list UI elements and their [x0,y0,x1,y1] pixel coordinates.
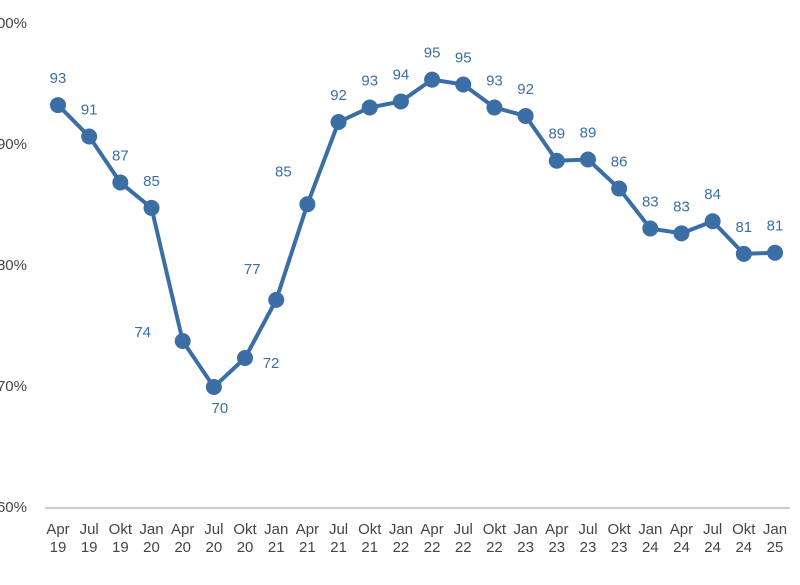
x-tick-label: Apr 23 [545,521,569,556]
x-tick-label: Okt 24 [732,521,756,556]
data-label: 91 [81,101,98,118]
line [56,77,776,389]
x-tick-label: Okt 22 [482,521,507,556]
marker [112,174,129,191]
data-label: 72 [263,355,280,372]
data-label: 85 [275,163,292,180]
x-tick-label: Apr 19 [46,521,70,556]
data-label: 89 [580,124,597,141]
data-label: 92 [330,87,347,104]
marker [205,379,222,395]
data-label: 93 [486,72,503,89]
marker [424,71,441,88]
data-label: 87 [112,147,129,164]
y-tick-label: 60% [0,499,27,516]
x-tick-label: Jan 25 [762,521,788,556]
marker [237,349,254,366]
marker [268,291,285,308]
x-tick-label: Jul 20 [204,521,224,556]
y-tick-label: 80% [0,257,27,274]
data-label: 83 [673,198,690,215]
marker [143,199,160,216]
x-tick-label: Jan 22 [388,521,413,556]
x-tick-label: Apr 24 [669,521,694,556]
marker [767,244,783,261]
marker [174,333,191,350]
x-tick-label: Jul 22 [453,521,473,556]
marker [642,220,659,237]
marker [611,180,628,197]
marker [392,93,409,110]
x-tick-label: Okt 23 [607,521,631,556]
marker [50,97,66,114]
data-label: 81 [735,219,752,236]
marker [673,225,690,242]
marker [704,213,721,230]
data-label: 77 [244,261,261,278]
marker [361,99,378,116]
marker [548,152,565,169]
data-label: 95 [424,45,441,62]
y-tick-label: 100% [0,15,27,32]
data-label: 93 [50,70,67,87]
x-tick-label: Jul 23 [578,521,598,556]
x-tick-label: Apr 20 [171,521,195,556]
x-tick-label: Jul 19 [79,521,99,556]
marker [486,99,503,116]
x-tick-label: Jan 23 [513,521,538,556]
marker [299,196,316,213]
x-tick-label: Jul 21 [328,521,349,556]
y-tick-label: 90% [0,136,27,153]
x-tick-label: Okt 20 [233,521,257,556]
data-label: 83 [642,193,659,210]
x-tick-label: Jan 24 [638,521,663,556]
marker [455,76,472,93]
marker [517,107,534,124]
data-label: 93 [361,72,378,89]
marker [330,114,347,131]
data-label: 89 [548,126,565,143]
x-tick-label: Apr 21 [295,521,320,556]
x-tick-label: Jan 21 [264,521,289,556]
data-label: 92 [517,81,534,98]
y-tick-label: 70% [0,378,27,395]
x-tick-label: Jul 24 [703,521,723,556]
marker [579,151,596,168]
data-label: 95 [455,49,472,66]
x-tick-label: Jan 20 [139,521,164,556]
data-label: 70 [212,400,229,417]
data-label: 84 [704,186,721,203]
x-tick-label: Okt 19 [108,521,133,556]
x-tick-label: Apr 22 [420,521,444,556]
data-label: 81 [767,218,784,235]
data-label: 85 [143,173,160,190]
x-tick-label: Okt 21 [358,521,382,556]
data-label: 74 [134,324,151,341]
data-label: 86 [611,154,628,171]
marker [81,128,98,145]
data-label: 94 [393,66,410,83]
marker [735,245,752,262]
